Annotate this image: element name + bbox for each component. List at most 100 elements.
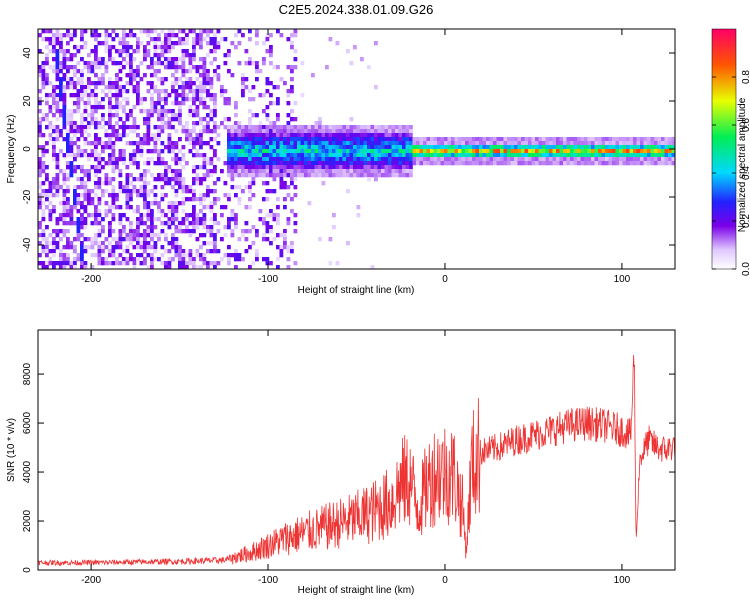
spectrogram-cell — [174, 181, 179, 186]
spectrogram-cell — [318, 125, 322, 130]
spectrogram-cell — [283, 233, 287, 238]
spectrogram-cell — [143, 29, 147, 34]
spectrogram-cell — [188, 77, 193, 82]
spectrogram-cell — [538, 141, 543, 146]
spectrogram-cell — [496, 149, 501, 154]
spectrogram-cell — [157, 173, 161, 178]
spectrogram-cell — [139, 173, 144, 178]
spectrogram-cell — [59, 249, 63, 254]
spectrogram-cell — [332, 137, 336, 142]
spectrogram-cell — [192, 209, 196, 214]
spectrogram-cell — [339, 145, 343, 150]
spectrogram-cell — [199, 209, 203, 214]
spectrogram-cell — [90, 141, 95, 146]
spectrogram-cell — [535, 137, 539, 142]
spectrogram-cell — [73, 69, 77, 74]
spectrogram-cell — [325, 133, 329, 138]
spectrogram-cell — [545, 149, 550, 154]
spectrogram-cell — [108, 53, 112, 58]
spectrogram-cell — [640, 141, 644, 146]
spectrogram-cell — [157, 233, 161, 238]
spectrogram-cell — [384, 145, 389, 150]
spectrogram-cell — [384, 149, 389, 154]
spectrogram-cell — [45, 225, 49, 230]
spectrogram-cell — [38, 185, 42, 190]
spectrogram-cell — [346, 129, 350, 134]
spectrogram-cell — [258, 209, 263, 214]
spectrogram-cell — [335, 165, 340, 170]
spectrogram-cell — [248, 245, 252, 250]
spectrogram-cell — [416, 161, 420, 166]
spectrogram-cell — [87, 141, 91, 146]
spectrogram-cell — [276, 141, 280, 146]
spectrogram-cell — [171, 117, 175, 122]
spectrogram-cell — [171, 29, 175, 34]
spectrogram-cell — [188, 253, 193, 258]
spectrogram-cell — [66, 185, 70, 190]
y-tick-label: 6000 — [22, 412, 33, 435]
spectrogram-cell — [216, 125, 221, 130]
spectrogram-cell — [542, 157, 546, 162]
spectrogram-cell — [192, 261, 196, 266]
spectrogram-cell — [55, 245, 60, 250]
spectrogram-cell — [90, 165, 95, 170]
spectrogram-cell — [178, 201, 182, 206]
spectrogram-cell — [146, 193, 151, 198]
spectrogram-cell — [202, 105, 207, 110]
spectrogram-cell — [349, 137, 354, 142]
spectrogram-cell — [542, 137, 546, 142]
spectrogram-cell — [332, 225, 336, 230]
spectrogram-cell — [181, 53, 186, 58]
spectrogram-cell — [360, 169, 364, 174]
spectrogram-cell — [286, 121, 291, 126]
spectrogram-cell — [192, 137, 196, 142]
spectrogram-cell — [164, 261, 168, 266]
spectrogram-cell — [213, 113, 217, 118]
spectrogram-cell — [160, 173, 165, 178]
x-tick-label: 100 — [614, 274, 631, 285]
spectrogram-cell — [188, 65, 193, 70]
spectrogram-cell — [367, 161, 371, 166]
spectrogram-cell — [136, 241, 140, 246]
spectrogram-cell — [118, 205, 123, 210]
spectrogram-cell — [150, 245, 154, 250]
spectrogram-cell — [136, 253, 140, 258]
spectrogram-cell — [59, 129, 63, 134]
spectrogram-cell — [314, 157, 319, 162]
spectrogram-cell — [262, 125, 266, 130]
spectrogram-cell — [619, 161, 623, 166]
spectrogram-cell — [202, 125, 207, 130]
spectrogram-cell — [248, 229, 252, 234]
spectrogram-cell — [87, 153, 91, 158]
spectrogram-cell — [377, 161, 382, 166]
spectrogram-cell — [48, 233, 53, 238]
spectrogram-cell — [192, 29, 196, 34]
spectrogram-cell — [136, 245, 140, 250]
spectrogram-cell — [633, 161, 637, 166]
spectrogram-cell — [55, 85, 60, 90]
spectrogram-cell — [111, 29, 116, 34]
spectrogram-cell — [132, 85, 137, 90]
spectrogram-cell — [108, 101, 112, 106]
spectrogram-cell — [101, 61, 105, 66]
spectrogram-cell — [45, 253, 49, 258]
spectrogram-cell — [45, 29, 49, 34]
spectrogram-cell — [377, 125, 382, 130]
spectrogram-cell — [349, 141, 354, 146]
spectrogram-cell — [293, 33, 298, 38]
spectrogram-cell — [83, 109, 88, 114]
spectrogram-cell — [185, 253, 189, 258]
spectrogram-cell — [465, 149, 469, 154]
spectrogram-cell — [94, 169, 98, 174]
spectrogram-cell — [587, 149, 592, 154]
spectrogram-cell — [286, 37, 291, 42]
spectrogram-cell — [661, 141, 665, 146]
spectrogram-cell — [48, 105, 53, 110]
spectrogram-cell — [192, 217, 196, 222]
spectrogram-cell — [412, 161, 417, 166]
spectrogram-cell — [199, 89, 203, 94]
spectrogram-cell — [426, 161, 431, 166]
spectrogram-cell — [69, 37, 74, 42]
spectrogram-cell — [59, 257, 63, 262]
spectrogram-cell — [83, 101, 88, 106]
